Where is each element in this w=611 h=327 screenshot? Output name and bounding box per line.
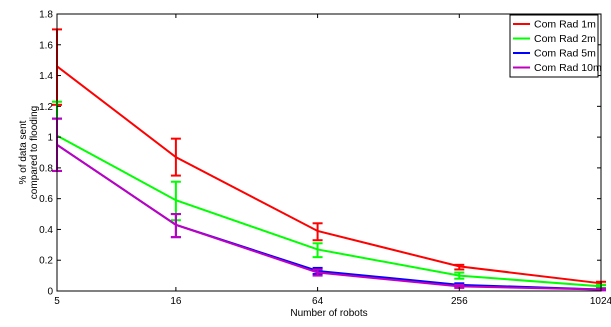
legend-label: Com Rad 2m [534,33,596,45]
error-bar [170,213,181,239]
error-bar [312,242,323,259]
y-tick-label: 0 [47,287,53,298]
legend-label: Com Rad 5m [534,48,596,60]
y-tick-label: 1.6 [39,40,53,51]
axes-frame [56,13,602,292]
y-tick-label: 0.4 [39,225,53,236]
error-bar [170,137,181,177]
x-tick-label: 5 [54,296,60,307]
x-tick-label: 64 [312,296,324,307]
y-tick-label: 1.4 [39,71,53,82]
series-line-4 [56,143,602,291]
y-axis-label: % of data sentcompared to flooding [18,106,40,199]
x-axis-label: Number of robots [290,308,367,319]
error-bar [312,268,323,277]
y-tick-label: 0.6 [39,194,53,205]
legend-label: Com Rad 1m [534,19,596,31]
y-tick-label: 1.2 [39,102,53,113]
y-tick-label: 1 [47,133,53,144]
x-tick-label: 16 [170,296,182,307]
y-axis-label-line: compared to flooding [29,106,40,199]
legend: Com Rad 1m Com Rad 2m Com Rad 5m Com Rad 10… [509,14,602,78]
series-line-3 [56,143,602,291]
error-bar [454,271,465,280]
plot-area: 0 0.2 0.4 0.6 0.8 1 1.2 1.4 1.6 1.8 5 16 64 256 1024 Nu… [18,10,611,320]
y-tick-label: 0.2 [39,256,53,267]
series-line-2 [56,134,602,288]
x-tick-label: 256 [451,296,468,307]
y-tick-label: 1.8 [39,10,53,21]
x-tick-label: 1024 [590,296,611,307]
legend-label: Com Rad 10m [534,62,602,74]
y-tick-label: 0.8 [39,163,53,174]
error-bar [454,263,465,271]
error-bar [312,222,323,242]
y-axis-label-line: % of data sent [18,120,29,184]
